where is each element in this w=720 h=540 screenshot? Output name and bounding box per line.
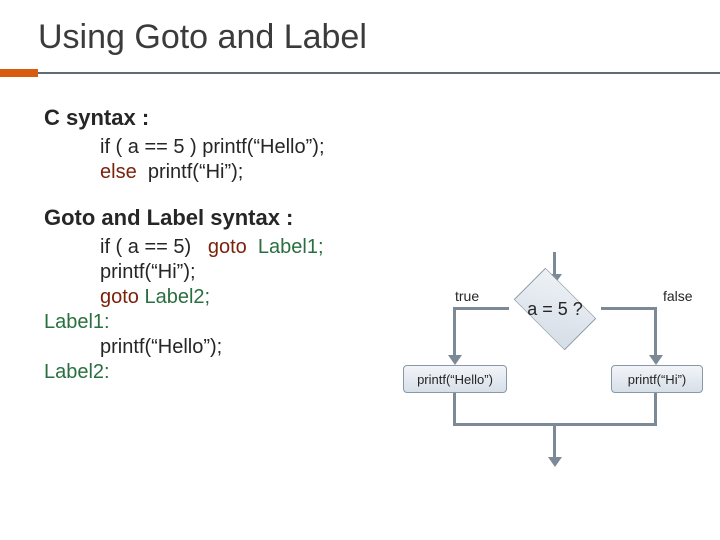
- flowchart: a = 5 ? true false printf(“Hello”) print…: [405, 252, 705, 482]
- arrow-out: [553, 423, 556, 459]
- c-syntax-code: if ( a == 5 ) printf(“Hello”); else prin…: [44, 135, 720, 185]
- arrow-segment: [601, 307, 657, 310]
- decision-node: a = 5 ?: [500, 282, 610, 336]
- slide-title: Using Goto and Label: [0, 0, 720, 69]
- code-text: printf(“Hi”);: [137, 161, 244, 183]
- label-def: Label2:: [44, 361, 110, 383]
- rule-accent: [0, 69, 38, 77]
- branch-true-label: true: [455, 288, 479, 304]
- code-text: [247, 236, 258, 258]
- title-rule: [0, 69, 720, 77]
- goto-syntax-heading: Goto and Label syntax :: [44, 205, 720, 231]
- arrow-segment: [453, 307, 456, 357]
- process-node-left: printf(“Hello”): [403, 365, 507, 393]
- rule-line: [38, 72, 720, 77]
- keyword-else: else: [100, 161, 137, 183]
- arrow-segment: [453, 393, 456, 425]
- arrow-segment: [654, 307, 657, 357]
- arrowhead-icon: [448, 355, 462, 365]
- label-def: Label1:: [44, 311, 110, 333]
- code-text: printf(“Hello”);: [100, 336, 222, 358]
- c-syntax-heading: C syntax :: [44, 105, 720, 131]
- arrow-segment: [654, 393, 657, 425]
- code-text: printf(“Hi”);: [100, 261, 196, 283]
- arrowhead-icon: [649, 355, 663, 365]
- code-text: if ( a == 5 ) printf(“Hello”);: [100, 136, 325, 158]
- branch-false-label: false: [663, 288, 693, 304]
- label-ref: Label2;: [145, 286, 211, 308]
- keyword-goto: goto: [208, 236, 247, 258]
- arrow-segment: [453, 307, 509, 310]
- arrowhead-icon: [548, 457, 562, 467]
- arrow-in: [553, 252, 556, 276]
- keyword-goto: goto: [100, 286, 139, 308]
- decision-text: a = 5 ?: [500, 282, 610, 336]
- label-ref: Label1;: [258, 236, 324, 258]
- process-node-right: printf(“Hi”): [611, 365, 703, 393]
- code-text: if ( a == 5): [100, 236, 208, 258]
